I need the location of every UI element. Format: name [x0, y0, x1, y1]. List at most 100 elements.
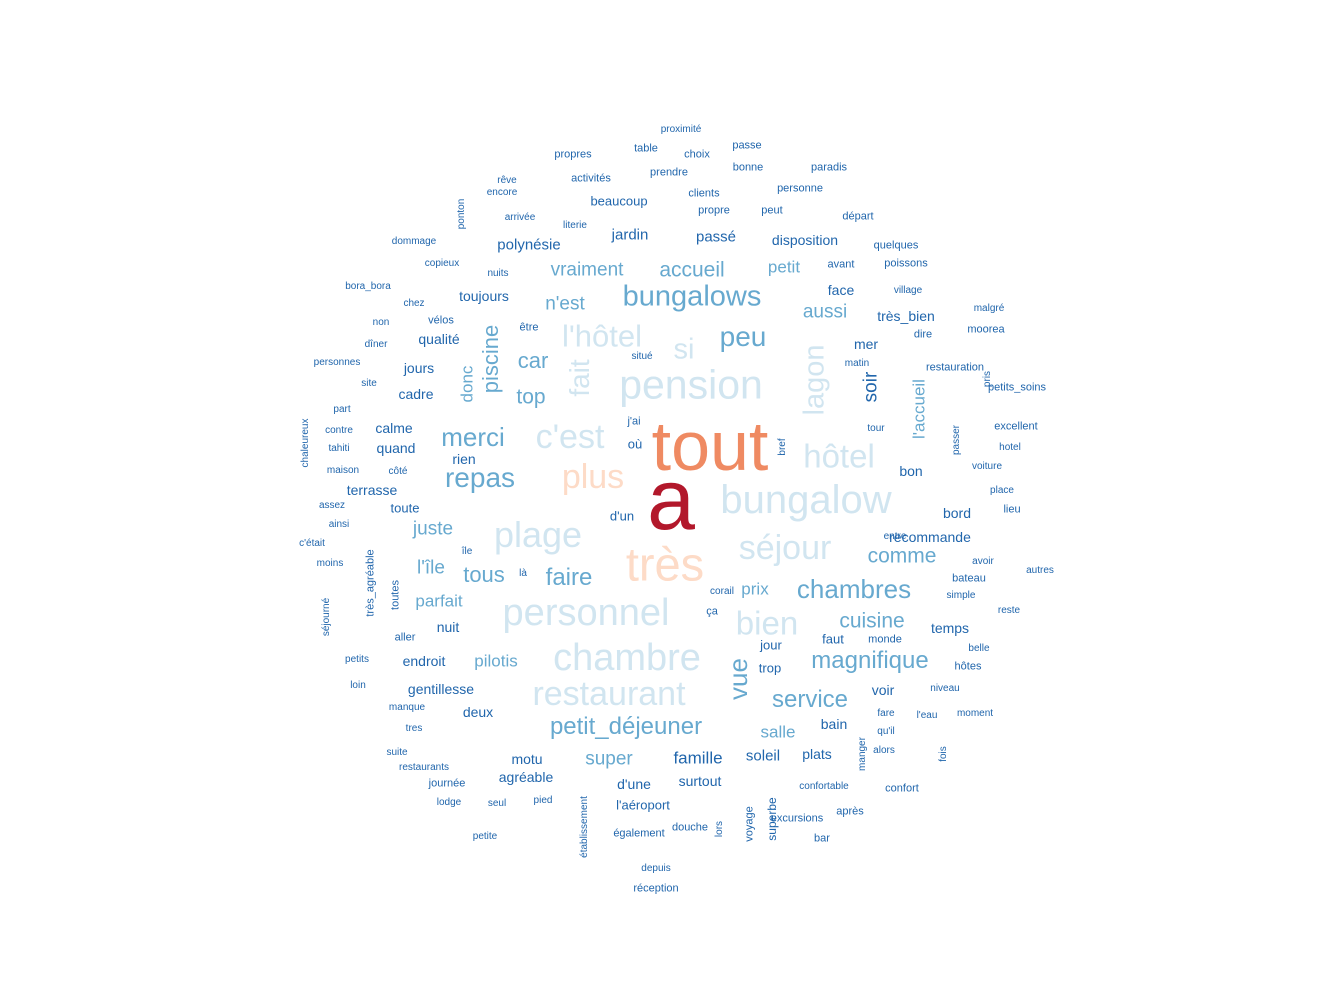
- word-tres-bien: très_bien: [877, 308, 935, 324]
- word-faire: faire: [545, 564, 593, 591]
- word-table: table: [634, 142, 658, 155]
- word-manger: manger: [857, 737, 868, 771]
- word-beaucoup: beaucoup: [590, 193, 648, 209]
- word-arrivee: arrivée: [504, 212, 536, 223]
- word-vraiment: vraiment: [550, 259, 624, 281]
- word-apres: après: [836, 805, 864, 818]
- word-trop: trop: [758, 660, 782, 676]
- word-paradis: paradis: [810, 161, 848, 174]
- word-bord: bord: [942, 505, 972, 521]
- word-endroit: endroit: [402, 653, 446, 669]
- word-quand: quand: [376, 440, 416, 456]
- word-nuit: nuit: [436, 619, 460, 635]
- word-peut: peut: [761, 204, 783, 217]
- word-pris: pris: [982, 370, 993, 388]
- word-bar: bar: [814, 832, 830, 845]
- word-piscine: piscine: [478, 324, 503, 394]
- word-face: face: [827, 282, 855, 298]
- word-deux: deux: [462, 704, 494, 720]
- word-fare: fare: [877, 708, 895, 719]
- word-donc: donc: [457, 365, 477, 403]
- word-journee: journée: [428, 777, 466, 790]
- word-niveau: niveau: [930, 683, 960, 694]
- word-site: site: [361, 378, 377, 389]
- word-egalement: également: [613, 827, 665, 840]
- word-passe: passé: [695, 228, 737, 246]
- word-monde: monde: [868, 633, 902, 646]
- word-bien: bien: [735, 604, 799, 642]
- word-a: a: [647, 452, 695, 548]
- word-hotel: hôtel: [803, 437, 875, 475]
- word-depuis: depuis: [641, 863, 671, 874]
- word-calme: calme: [375, 420, 413, 436]
- word-fois: fois: [938, 746, 949, 762]
- word-juste: juste: [412, 518, 454, 540]
- word-part: part: [333, 404, 351, 415]
- word-entre: entre: [883, 531, 907, 542]
- word-malgre: malgré: [973, 303, 1005, 314]
- word-si: si: [673, 333, 695, 366]
- word-peu: peu: [719, 321, 767, 352]
- word-restaurant: restaurant: [532, 675, 686, 713]
- word-rien: rien: [452, 451, 476, 467]
- word-reste: reste: [997, 605, 1021, 616]
- word-disposition: disposition: [771, 232, 839, 248]
- word-simple: simple: [946, 590, 976, 601]
- word-merci: merci: [441, 422, 505, 452]
- word-encore: encore: [486, 187, 518, 198]
- word-pied: pied: [533, 795, 553, 806]
- word-lors: lors: [714, 820, 725, 838]
- word-voyage: voyage: [743, 806, 756, 842]
- word-prix: prix: [741, 579, 769, 599]
- word-aussi: aussi: [802, 301, 848, 323]
- word-petits-soins: petits_soins: [987, 381, 1047, 394]
- word-propre: propre: [698, 204, 730, 217]
- word-lieu: lieu: [1003, 503, 1021, 516]
- word-loin: loin: [350, 680, 366, 691]
- word-soleil: soleil: [745, 747, 781, 765]
- word-tres-agreable: très_agréable: [364, 549, 377, 617]
- word-salle: salle: [760, 722, 796, 742]
- word-corail: corail: [710, 586, 734, 597]
- word-j-ai: j'ai: [627, 415, 641, 428]
- word-cote: côté: [388, 466, 408, 477]
- word-suite: suite: [386, 747, 408, 758]
- word-diner: dîner: [364, 339, 388, 350]
- word-bref: bref: [777, 438, 788, 456]
- word-qualite: qualité: [418, 331, 460, 347]
- word-depart: départ: [842, 210, 874, 223]
- word-ou: où: [627, 436, 643, 452]
- word-belle: belle: [968, 643, 990, 654]
- word-reception: réception: [633, 882, 679, 895]
- word-chambres: chambres: [796, 574, 912, 604]
- word-petit-dejeuner: petit_déjeuner: [549, 713, 703, 740]
- word-d-un: d'un: [609, 508, 635, 524]
- word-tout: tout: [651, 407, 769, 485]
- word-tour: tour: [867, 423, 885, 434]
- word-parfait: parfait: [415, 591, 463, 611]
- word-prendre: prendre: [650, 166, 688, 179]
- word-bora-bora: bora_bora: [345, 281, 391, 292]
- word-situe: situé: [631, 351, 653, 362]
- word-chaleureux: chaleureux: [300, 418, 311, 468]
- word-confort: confort: [885, 782, 919, 795]
- word-alors: alors: [873, 745, 895, 756]
- word-voiture: voiture: [971, 461, 1003, 472]
- word-petits: petits: [345, 654, 369, 665]
- word-contre: contre: [325, 425, 353, 436]
- word-literie: literie: [563, 220, 587, 231]
- word-etablissement: établissement: [579, 796, 590, 858]
- word-avoir: avoir: [972, 556, 994, 567]
- word-personnel: personnel: [502, 592, 670, 634]
- word-agreable: agréable: [498, 769, 554, 785]
- word-passe: passe: [732, 139, 762, 152]
- word-assez: assez: [318, 500, 346, 511]
- word-comme: comme: [867, 544, 937, 568]
- word-d-une: d'une: [617, 776, 651, 792]
- word-propres: propres: [554, 148, 592, 161]
- word-c-etait: c'était: [299, 538, 325, 549]
- word-jours: jours: [403, 360, 435, 376]
- word-mer: mer: [853, 336, 879, 352]
- word-etre: être: [519, 321, 539, 334]
- word-douche: douche: [671, 821, 709, 834]
